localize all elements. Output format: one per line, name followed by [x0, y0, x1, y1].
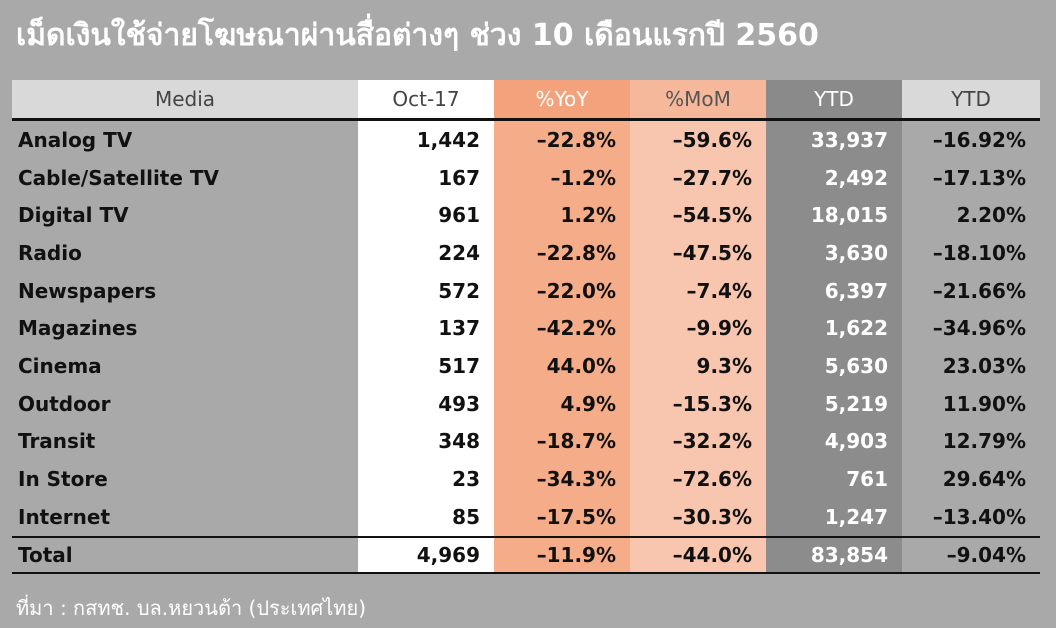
cell: 224	[358, 234, 494, 272]
cell: Newspapers	[18, 278, 157, 303]
row: Magazines 137 –42.2% –9.9% 1,622 –34.96%	[12, 309, 1040, 348]
cell: –54.5%	[630, 196, 766, 235]
cell: –1.2%	[494, 158, 630, 197]
title: เม็ดเงินใช้จ่ายโฆษณาผ่านสื่อต่างๆ ช่วง 1…	[16, 18, 819, 53]
cell: 23	[358, 460, 494, 498]
cell: Cinema	[18, 353, 102, 378]
cell: Transit	[18, 429, 96, 454]
row: Newspapers 572 –22.0% –7.4% 6,397 –21.66%	[12, 271, 1040, 310]
cell: –17.13%	[902, 158, 1040, 197]
cell: 1,247	[766, 497, 902, 537]
cell: 5,630	[766, 347, 902, 385]
cell: –16.92%	[902, 119, 1040, 159]
cell: –27.7%	[630, 158, 766, 197]
total-row: Total 4,969 –11.9% –44.0% 83,854 –9.04%	[12, 535, 1040, 574]
header-cell: Oct-17	[358, 80, 494, 121]
cell: 3,630	[766, 234, 902, 272]
cell: Radio	[18, 240, 82, 265]
cell: 11.90%	[902, 384, 1040, 423]
cell: 29.64%	[902, 460, 1040, 498]
cell: –42.2%	[494, 309, 630, 348]
cell: 44.0%	[494, 347, 630, 385]
cell: 4,969	[358, 535, 494, 574]
cell: –30.3%	[630, 497, 766, 537]
cell: 4.9%	[494, 384, 630, 423]
cell: 1.2%	[494, 196, 630, 235]
row: Cinema 517 44.0% 9.3% 5,630 23.03%	[12, 347, 1040, 385]
table-body: Analog TV 1,442 –22.8% –59.6% 33,937 –16.92% C…	[12, 119, 1040, 574]
cell: 5,219	[766, 384, 902, 423]
cell: –72.6%	[630, 460, 766, 498]
header-cell: Media	[12, 80, 358, 121]
cell: Total	[12, 535, 358, 574]
row: Internet 85 –17.5% –30.3% 1,247 –13.40%	[12, 497, 1040, 537]
cell: 167	[358, 158, 494, 197]
row: Transit 348 –18.7% –32.2% 4,903 12.79%	[12, 422, 1040, 461]
cell: –9.04%	[902, 535, 1040, 574]
cell: Outdoor	[18, 391, 111, 416]
cell: –9.9%	[630, 309, 766, 348]
cell: 761	[766, 460, 902, 498]
cell: 348	[358, 422, 494, 461]
row: Outdoor 493 4.9% –15.3% 5,219 11.90%	[12, 384, 1040, 423]
source: ที่มา : กสทช. บล.หยวนต้า (ประเทศไทย)	[16, 596, 366, 620]
row: Digital TV 961 1.2% –54.5% 18,015 2.20%	[12, 196, 1040, 235]
table: Media Oct-17 %YoY %MoM YTD YTD Analog TV 1,442…	[12, 80, 1040, 574]
cell: 1,622	[766, 309, 902, 348]
header-row: Media Oct-17 %YoY %MoM YTD YTD	[12, 80, 1040, 121]
cell: –13.40%	[902, 497, 1040, 537]
cell: 517	[358, 347, 494, 385]
cell: –34.96%	[902, 309, 1040, 348]
cell: –44.0%	[630, 535, 766, 574]
row: In Store 23 –34.3% –72.6% 761 29.64%	[12, 460, 1040, 498]
cell: 4,903	[766, 422, 902, 461]
cell: 18,015	[766, 196, 902, 235]
cell: –17.5%	[494, 497, 630, 537]
cell: –22.0%	[494, 271, 630, 310]
cell: –18.7%	[494, 422, 630, 461]
cell: 83,854	[766, 535, 902, 574]
header-cell: YTD	[766, 80, 902, 121]
cell: –32.2%	[630, 422, 766, 461]
cell: –21.66%	[902, 271, 1040, 310]
cell: 961	[358, 196, 494, 235]
cell: –11.9%	[494, 535, 630, 574]
cell: 6,397	[766, 271, 902, 310]
cell: Magazines	[18, 316, 138, 341]
cell: –22.8%	[494, 119, 630, 159]
header-cell: %YoY	[494, 80, 630, 121]
row: Cable/Satellite TV 167 –1.2% –27.7% 2,492 –17…	[12, 158, 1040, 197]
cell: –59.6%	[630, 119, 766, 159]
cell: –7.4%	[630, 271, 766, 310]
cell: 493	[358, 384, 494, 423]
cell: 9.3%	[630, 347, 766, 385]
cell: 23.03%	[902, 347, 1040, 385]
cell: –15.3%	[630, 384, 766, 423]
cell: 137	[358, 309, 494, 348]
header-cell: %MoM	[630, 80, 766, 121]
row: Radio 224 –22.8% –47.5% 3,630 –18.10%	[12, 234, 1040, 272]
cell: –47.5%	[630, 234, 766, 272]
cell: 33,937	[766, 119, 902, 159]
cell: Digital TV	[18, 203, 129, 228]
cell: 1,442	[358, 119, 494, 159]
cell: –34.3%	[494, 460, 630, 498]
cell: Cable/Satellite TV	[18, 165, 220, 190]
cell: 85	[358, 497, 494, 537]
cell: –18.10%	[902, 234, 1040, 272]
cell: 2.20%	[902, 196, 1040, 235]
cell: In Store	[18, 467, 108, 492]
cell: –22.8%	[494, 234, 630, 272]
cell: 12.79%	[902, 422, 1040, 461]
cell: 572	[358, 271, 494, 310]
cell: Analog TV	[18, 127, 133, 152]
row: Analog TV 1,442 –22.8% –59.6% 33,937 –16.92%	[12, 119, 1040, 159]
cell: Internet	[18, 504, 111, 529]
header-cell: YTD	[902, 80, 1040, 121]
cell: 2,492	[766, 158, 902, 197]
